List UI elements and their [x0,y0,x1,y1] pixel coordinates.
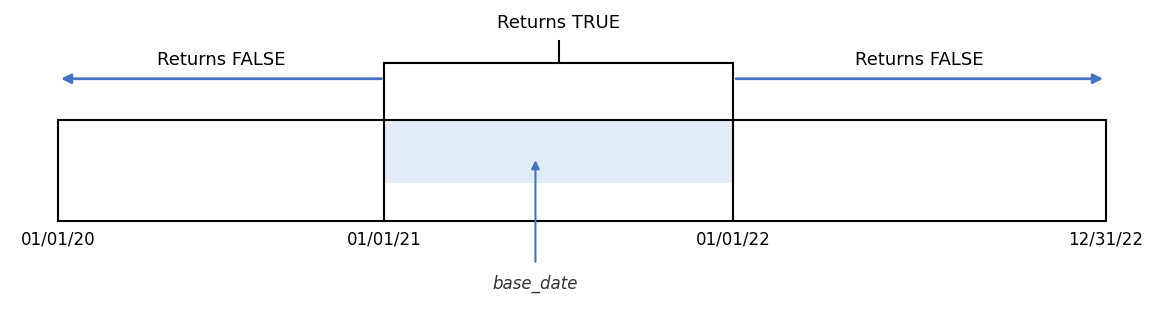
Bar [384,120,733,183]
Bar [58,120,1106,220]
Text: Returns FALSE: Returns FALSE [157,51,285,69]
Text: Returns TRUE: Returns TRUE [497,14,620,32]
Text: base_date: base_date [492,274,579,293]
Text: 12/31/22: 12/31/22 [1069,230,1143,249]
Text: 01/01/22: 01/01/22 [696,230,771,249]
Text: 01/01/21: 01/01/21 [347,230,421,249]
Text: 01/01/20: 01/01/20 [21,230,95,249]
Text: Returns FALSE: Returns FALSE [856,51,984,69]
